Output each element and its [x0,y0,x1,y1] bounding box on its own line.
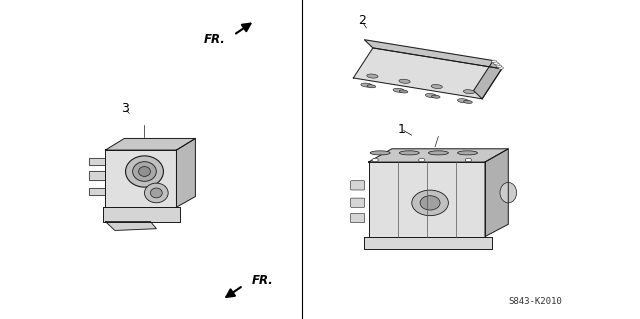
Ellipse shape [458,99,468,103]
Polygon shape [177,138,195,207]
Polygon shape [369,162,485,237]
Ellipse shape [399,79,410,83]
Polygon shape [485,149,508,237]
FancyBboxPatch shape [351,181,365,190]
Ellipse shape [361,83,372,87]
FancyBboxPatch shape [351,198,365,207]
Circle shape [495,63,500,66]
Polygon shape [89,188,106,195]
Text: 3: 3 [121,102,129,115]
Ellipse shape [150,188,163,198]
Text: FR.: FR. [204,33,225,46]
FancyBboxPatch shape [351,213,365,223]
Text: 2: 2 [358,14,365,27]
Ellipse shape [139,167,150,176]
Polygon shape [103,207,180,221]
Ellipse shape [428,151,449,155]
Ellipse shape [420,196,440,210]
Text: S843-K2010: S843-K2010 [509,297,563,306]
Ellipse shape [399,90,408,93]
Polygon shape [89,158,106,165]
Ellipse shape [463,100,472,103]
Circle shape [492,60,497,63]
Ellipse shape [458,151,477,155]
Ellipse shape [500,182,516,203]
Polygon shape [106,150,177,207]
Circle shape [419,159,425,162]
Circle shape [499,67,504,69]
Polygon shape [474,61,502,99]
Ellipse shape [393,88,404,92]
Ellipse shape [367,85,376,88]
Text: FR.: FR. [252,274,273,287]
Polygon shape [89,172,106,181]
Polygon shape [369,149,508,162]
Ellipse shape [426,93,436,98]
Ellipse shape [125,156,163,187]
Circle shape [493,62,499,64]
Ellipse shape [132,162,156,181]
Ellipse shape [145,183,168,203]
Ellipse shape [463,90,475,94]
Ellipse shape [399,151,419,155]
Circle shape [497,65,502,68]
Polygon shape [364,237,492,249]
Ellipse shape [370,151,390,155]
Ellipse shape [431,85,442,88]
Circle shape [372,159,378,162]
Polygon shape [364,40,502,69]
Text: 1: 1 [397,123,405,136]
Polygon shape [106,221,156,230]
Ellipse shape [412,190,449,216]
Polygon shape [106,138,195,150]
Ellipse shape [431,95,440,98]
Polygon shape [353,48,502,99]
Circle shape [465,159,472,162]
Ellipse shape [367,74,378,78]
